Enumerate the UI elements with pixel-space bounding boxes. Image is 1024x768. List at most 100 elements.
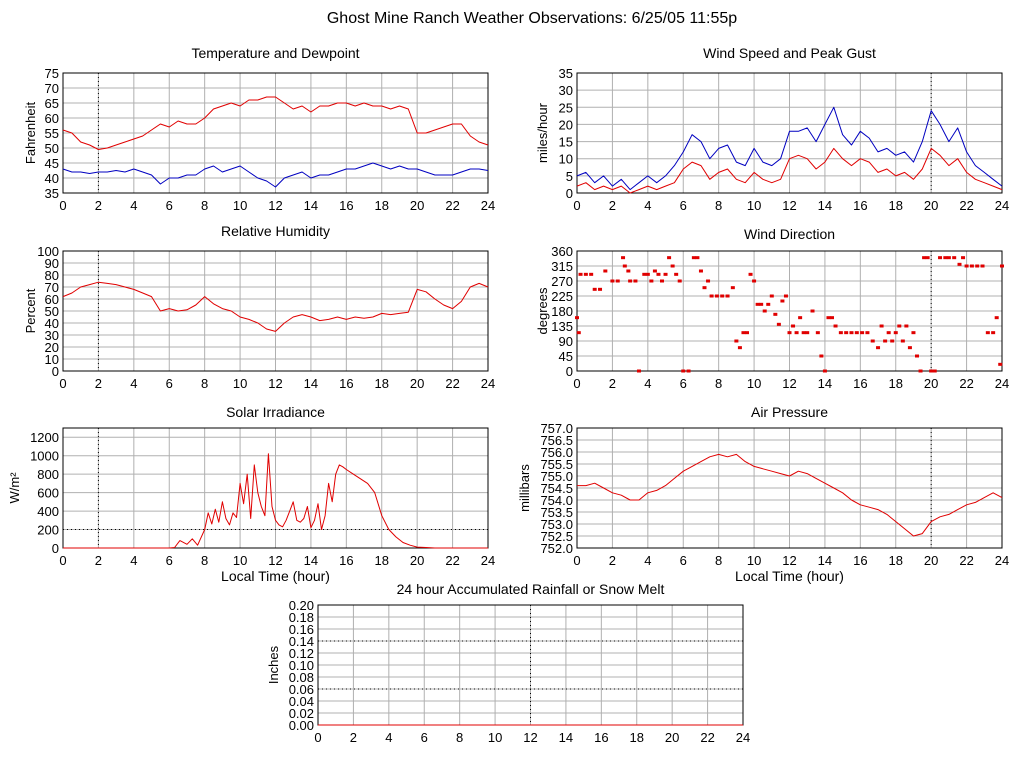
- pressure-frame: [576, 427, 1003, 549]
- x-tick-label: 6: [166, 376, 173, 391]
- y-tick-label: 80: [45, 268, 59, 283]
- x-tick-label: 12: [782, 376, 796, 391]
- data-point: [670, 264, 675, 268]
- x-tick-label: 2: [95, 198, 102, 213]
- x-tick-label: 12: [268, 198, 282, 213]
- y-tick-label: 0.06: [289, 682, 314, 697]
- data-point: [985, 331, 990, 335]
- data-point: [730, 286, 735, 290]
- x-tick-label: 24: [481, 376, 495, 391]
- wind_speed-title: Wind Speed and Peak Gust: [703, 45, 876, 61]
- x-tick-label: 0: [59, 198, 66, 213]
- data-point: [576, 331, 581, 335]
- data-point: [633, 279, 638, 283]
- data-point: [645, 272, 650, 276]
- data-point: [810, 309, 815, 313]
- x-tick-label: 4: [644, 198, 651, 213]
- x-tick-label: 4: [385, 730, 392, 745]
- y-tick-label: 0: [566, 364, 573, 379]
- data-point: [964, 264, 969, 268]
- data-point: [929, 369, 934, 373]
- data-point: [734, 339, 739, 343]
- y-tick-label: 40: [45, 171, 59, 186]
- y-tick-label: 55: [45, 126, 59, 141]
- wind_direction-grid: [576, 250, 1003, 372]
- x-tick-label: 0: [59, 376, 66, 391]
- data-point: [769, 294, 774, 298]
- y-tick-label: 90: [559, 334, 573, 349]
- y-tick-label: 0.04: [289, 694, 314, 709]
- solar-ylabel: W/m²: [7, 472, 22, 504]
- data-point: [998, 362, 1003, 366]
- data-point: [805, 331, 810, 335]
- data-point: [667, 256, 672, 260]
- y-tick-label: 400: [37, 504, 59, 519]
- y-tick-label: 757.0: [540, 421, 573, 436]
- y-tick-label: 315: [551, 259, 573, 274]
- x-tick-label: 18: [889, 376, 903, 391]
- data-point: [815, 331, 820, 335]
- y-tick-label: 50: [45, 141, 59, 156]
- data-point: [886, 331, 891, 335]
- rainfall-chart: 24 hour Accumulated Rainfall or Snow Mel…: [266, 581, 750, 745]
- y-tick-label: 35: [559, 66, 573, 81]
- data-point: [720, 294, 725, 298]
- y-tick-label: 10: [45, 352, 59, 367]
- y-tick-label: 755.0: [540, 469, 573, 484]
- data-point: [961, 256, 966, 260]
- y-tick-label: 755.5: [540, 457, 573, 472]
- x-tick-label: 16: [339, 553, 353, 568]
- data-point: [890, 339, 895, 343]
- data-point: [844, 331, 849, 335]
- x-tick-label: 16: [594, 730, 608, 745]
- x-tick-label: 8: [456, 730, 463, 745]
- y-tick-label: 70: [45, 81, 59, 96]
- data-point: [849, 331, 854, 335]
- humidity-title: Relative Humidity: [221, 223, 330, 239]
- x-tick-label: 8: [201, 376, 208, 391]
- y-tick-label: 70: [45, 280, 59, 295]
- x-tick-label: 18: [375, 198, 389, 213]
- x-tick-label: 24: [995, 198, 1009, 213]
- data-point: [932, 369, 937, 373]
- y-tick-label: 60: [45, 111, 59, 126]
- y-tick-label: 0.00: [289, 718, 314, 733]
- data-point: [994, 316, 999, 320]
- data-point: [610, 279, 615, 283]
- x-tick-label: 14: [818, 376, 832, 391]
- data-point: [798, 316, 803, 320]
- data-point: [879, 324, 884, 328]
- x-tick-label: 10: [747, 553, 761, 568]
- x-tick-label: 16: [339, 376, 353, 391]
- data-point: [833, 324, 838, 328]
- x-tick-label: 6: [421, 730, 428, 745]
- data-point: [943, 256, 948, 260]
- data-point: [741, 331, 746, 335]
- data-point: [752, 279, 757, 283]
- data-point: [801, 331, 806, 335]
- data-point: [649, 279, 654, 283]
- y-tick-label: 753.0: [540, 517, 573, 532]
- x-tick-label: 8: [715, 553, 722, 568]
- x-tick-label: 10: [233, 553, 247, 568]
- solar-xlabel: Local Time (hour): [221, 568, 330, 584]
- data-point: [893, 331, 898, 335]
- y-tick-label: 65: [45, 96, 59, 111]
- data-point: [702, 286, 707, 290]
- x-tick-label: 18: [889, 553, 903, 568]
- y-tick-label: 1200: [30, 430, 59, 445]
- temperature-series-1-line: [62, 162, 489, 188]
- y-tick-label: 1000: [30, 449, 59, 464]
- data-point: [791, 324, 796, 328]
- data-point: [598, 287, 603, 291]
- x-tick-label: 20: [410, 553, 424, 568]
- data-point: [755, 302, 760, 306]
- data-point: [783, 294, 788, 298]
- y-tick-label: 180: [551, 304, 573, 319]
- x-tick-label: 20: [924, 553, 938, 568]
- y-tick-label: 30: [559, 83, 573, 98]
- x-tick-label: 8: [715, 198, 722, 213]
